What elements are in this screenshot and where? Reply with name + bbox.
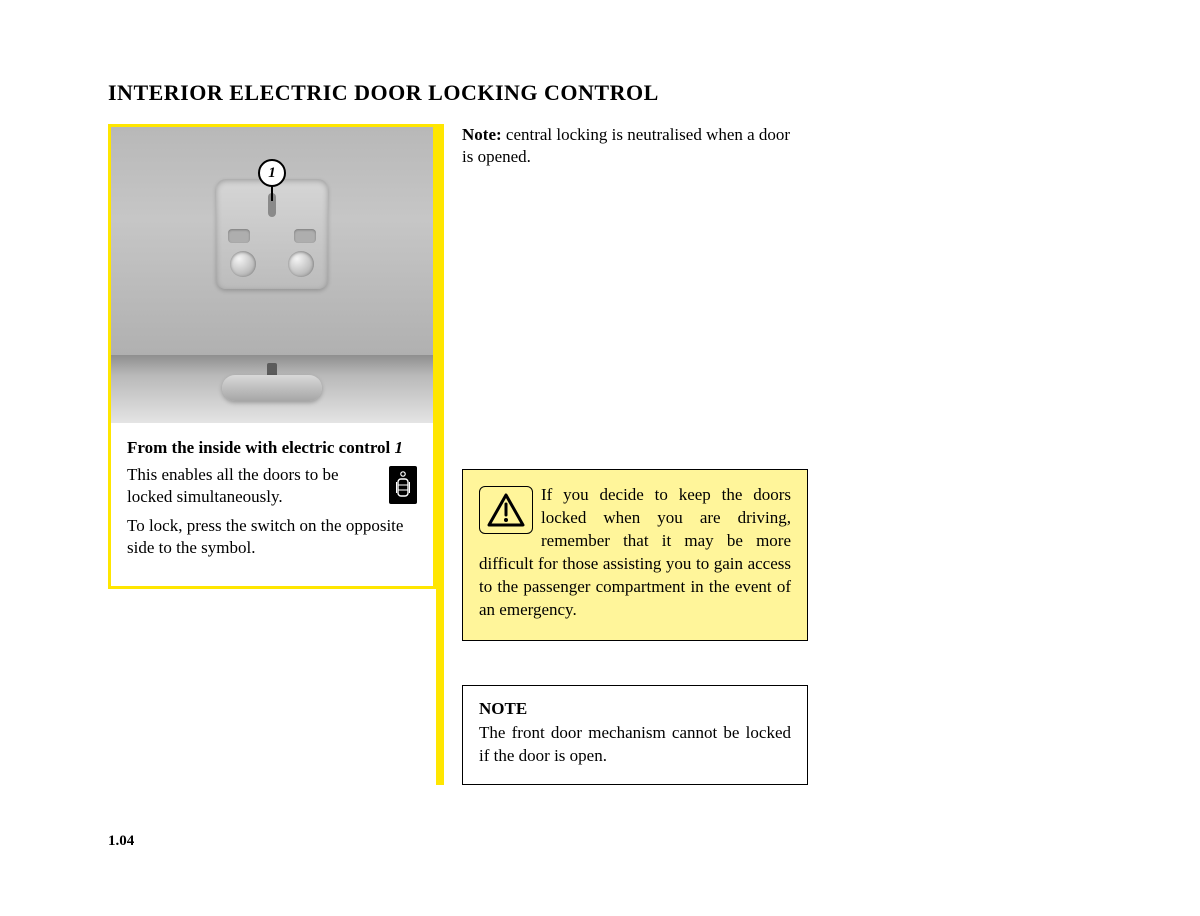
content-columns: 1 From the inside with electric control … [108,124,1100,785]
note-box-body: The front door mechanism cannot be locke… [479,722,791,768]
warning-box: If you decide to keep the doors locked w… [462,469,808,641]
column-divider [436,124,444,785]
page-title: INTERIOR ELECTRIC DOOR LOCKING CONTROL [108,80,1100,106]
page-number: 1.04 [108,833,134,850]
callout-number: 1 [258,159,286,187]
note-box: NOTE The front door mechanism cannot be … [462,685,808,786]
rear-view-mirror [222,375,322,401]
left-subhead: From the inside with electric control 1 [127,437,417,460]
car-lock-icon [389,466,417,504]
left-para2: To lock, press the switch on the opposit… [127,515,417,560]
figure-text-box: 1 From the inside with electric control … [108,124,436,589]
note-text: central locking is neutralised when a do… [462,125,790,166]
left-para1-row: This enables all the doors to be locked … [127,464,417,509]
left-column: 1 From the inside with electric control … [108,124,436,785]
warning-triangle-icon [479,486,533,534]
subhead-text: From the inside with electric control [127,438,395,457]
note-box-title: NOTE [479,698,791,721]
middle-column: Note: central locking is neutralised whe… [454,124,808,785]
left-para1: This enables all the doors to be locked … [127,464,379,509]
subhead-ref-number: 1 [395,438,404,457]
top-note: Note: central locking is neutralised whe… [462,124,808,169]
note-label: Note: [462,125,502,144]
overhead-console-figure: 1 [111,127,433,423]
left-text: From the inside with electric control 1 … [111,423,433,586]
